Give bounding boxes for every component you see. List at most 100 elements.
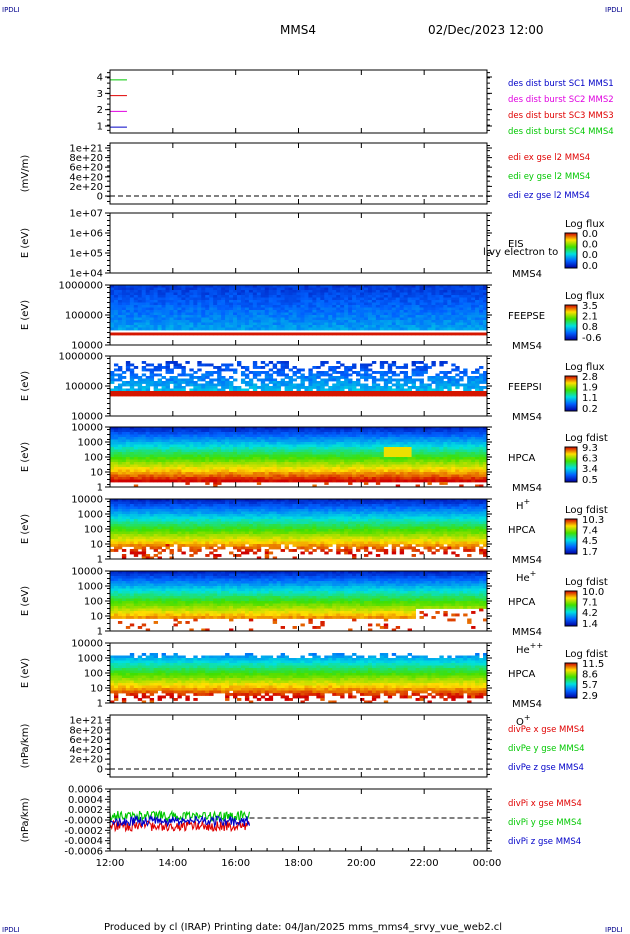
heatmap-cell xyxy=(288,297,293,301)
heatmap-cell xyxy=(435,373,440,377)
heatmap-cell xyxy=(217,366,222,369)
heatmap-cell xyxy=(332,332,337,336)
heatmap-cell xyxy=(233,447,238,450)
heatmap-cell xyxy=(217,320,222,323)
heatmap-cell xyxy=(407,317,412,321)
heatmap-cell xyxy=(197,292,202,296)
heatmap-cell xyxy=(153,434,159,438)
heatmap-cell xyxy=(415,393,420,397)
heatmap-cell xyxy=(399,332,405,336)
heatmap-cell xyxy=(356,310,361,313)
heatmap-cell xyxy=(356,437,361,440)
heatmap-cell xyxy=(272,477,278,480)
heatmap-cell xyxy=(371,317,377,321)
heatmap-cell xyxy=(110,381,115,384)
heatmap-cell xyxy=(415,447,420,450)
heatmap-cell xyxy=(415,386,420,389)
heatmap-cell xyxy=(153,454,159,458)
heatmap-cell xyxy=(471,391,476,394)
heatmap-cell xyxy=(320,472,325,475)
heatmap-cell xyxy=(483,317,488,321)
heatmap-cell xyxy=(197,462,202,465)
heatmap-cell xyxy=(423,467,428,470)
heatmap-cell xyxy=(308,295,313,298)
heatmap-cell xyxy=(352,467,357,470)
heatmap-cell xyxy=(308,292,313,296)
heatmap-cell xyxy=(121,454,127,458)
heatmap-cell xyxy=(439,447,444,450)
heatmap-cell xyxy=(185,285,190,288)
heatmap-cell xyxy=(391,378,397,382)
heatmap-cell xyxy=(133,325,139,328)
heatmap-cell xyxy=(387,378,393,382)
heatmap-cell xyxy=(427,447,432,450)
heatmap-cell xyxy=(431,452,436,455)
heatmap-cell xyxy=(205,327,210,331)
heatmap-cell xyxy=(145,363,151,367)
heatmap-cell xyxy=(157,427,162,430)
heatmap-cell xyxy=(280,452,286,455)
heatmap-cell xyxy=(455,457,460,460)
heatmap-cell xyxy=(256,457,262,460)
heatmap-cell xyxy=(248,302,254,306)
heatmap-cell xyxy=(435,388,440,392)
heatmap-cell xyxy=(407,457,412,460)
heatmap-cell xyxy=(360,363,365,367)
heatmap-cell xyxy=(256,391,262,394)
heatmap-cell xyxy=(133,439,139,443)
heatmap-cell xyxy=(336,462,341,465)
heatmap-cell xyxy=(276,434,282,438)
heatmap-cell xyxy=(443,320,448,323)
heatmap-cell xyxy=(332,442,337,445)
heatmap-cell xyxy=(308,320,313,323)
heatmap-cell xyxy=(308,442,313,445)
heatmap-cell xyxy=(332,325,337,328)
heatmap-cell xyxy=(276,332,282,336)
heatmap-cell xyxy=(296,332,301,336)
heatmap-cell xyxy=(268,307,274,311)
heatmap-cell xyxy=(371,376,377,379)
heatmap-cell xyxy=(415,444,420,448)
heatmap-cell xyxy=(121,295,127,298)
heatmap-cell xyxy=(145,452,151,455)
heatmap-cell xyxy=(288,469,293,473)
heatmap-cell xyxy=(292,307,297,311)
heatmap-cell xyxy=(451,391,456,394)
heatmap-cell xyxy=(316,447,321,450)
heatmap-cell xyxy=(471,376,476,379)
heatmap-cell xyxy=(217,469,222,473)
heatmap-cell xyxy=(435,429,440,433)
heatmap-cell xyxy=(153,457,159,460)
heatmap-cell xyxy=(141,454,147,458)
heatmap-cell xyxy=(391,327,397,331)
heatmap-cell xyxy=(205,322,210,326)
heatmap-cell xyxy=(110,427,115,430)
heatmap-cell xyxy=(145,474,151,478)
heatmap-cell xyxy=(375,325,381,328)
heatmap-cell xyxy=(427,305,432,308)
heatmap-cell xyxy=(304,449,309,453)
heatmap-cell xyxy=(367,312,373,316)
heatmap-cell xyxy=(129,292,135,296)
heatmap-cell xyxy=(129,290,135,293)
heatmap-cell xyxy=(165,317,170,321)
heatmap-cell xyxy=(447,371,452,374)
heatmap-cell xyxy=(113,462,119,465)
heatmap-cell xyxy=(181,432,186,435)
heatmap-cell xyxy=(363,479,369,483)
heatmap-cell xyxy=(439,457,444,460)
heatmap-cell xyxy=(280,373,286,377)
heatmap-cell xyxy=(264,479,270,483)
heatmap-cell xyxy=(403,429,409,433)
heatmap-cell xyxy=(399,307,405,311)
heatmap-cell xyxy=(391,427,397,430)
heatmap-cell xyxy=(371,320,377,323)
heatmap-cell xyxy=(284,437,289,440)
heatmap-cell xyxy=(284,457,289,460)
heatmap-cell xyxy=(479,429,484,433)
heatmap-cell xyxy=(439,462,444,465)
heatmap-cell xyxy=(236,363,242,367)
heatmap-cell xyxy=(447,383,452,387)
heatmap-cell xyxy=(360,287,365,291)
heatmap-cell xyxy=(463,368,468,372)
